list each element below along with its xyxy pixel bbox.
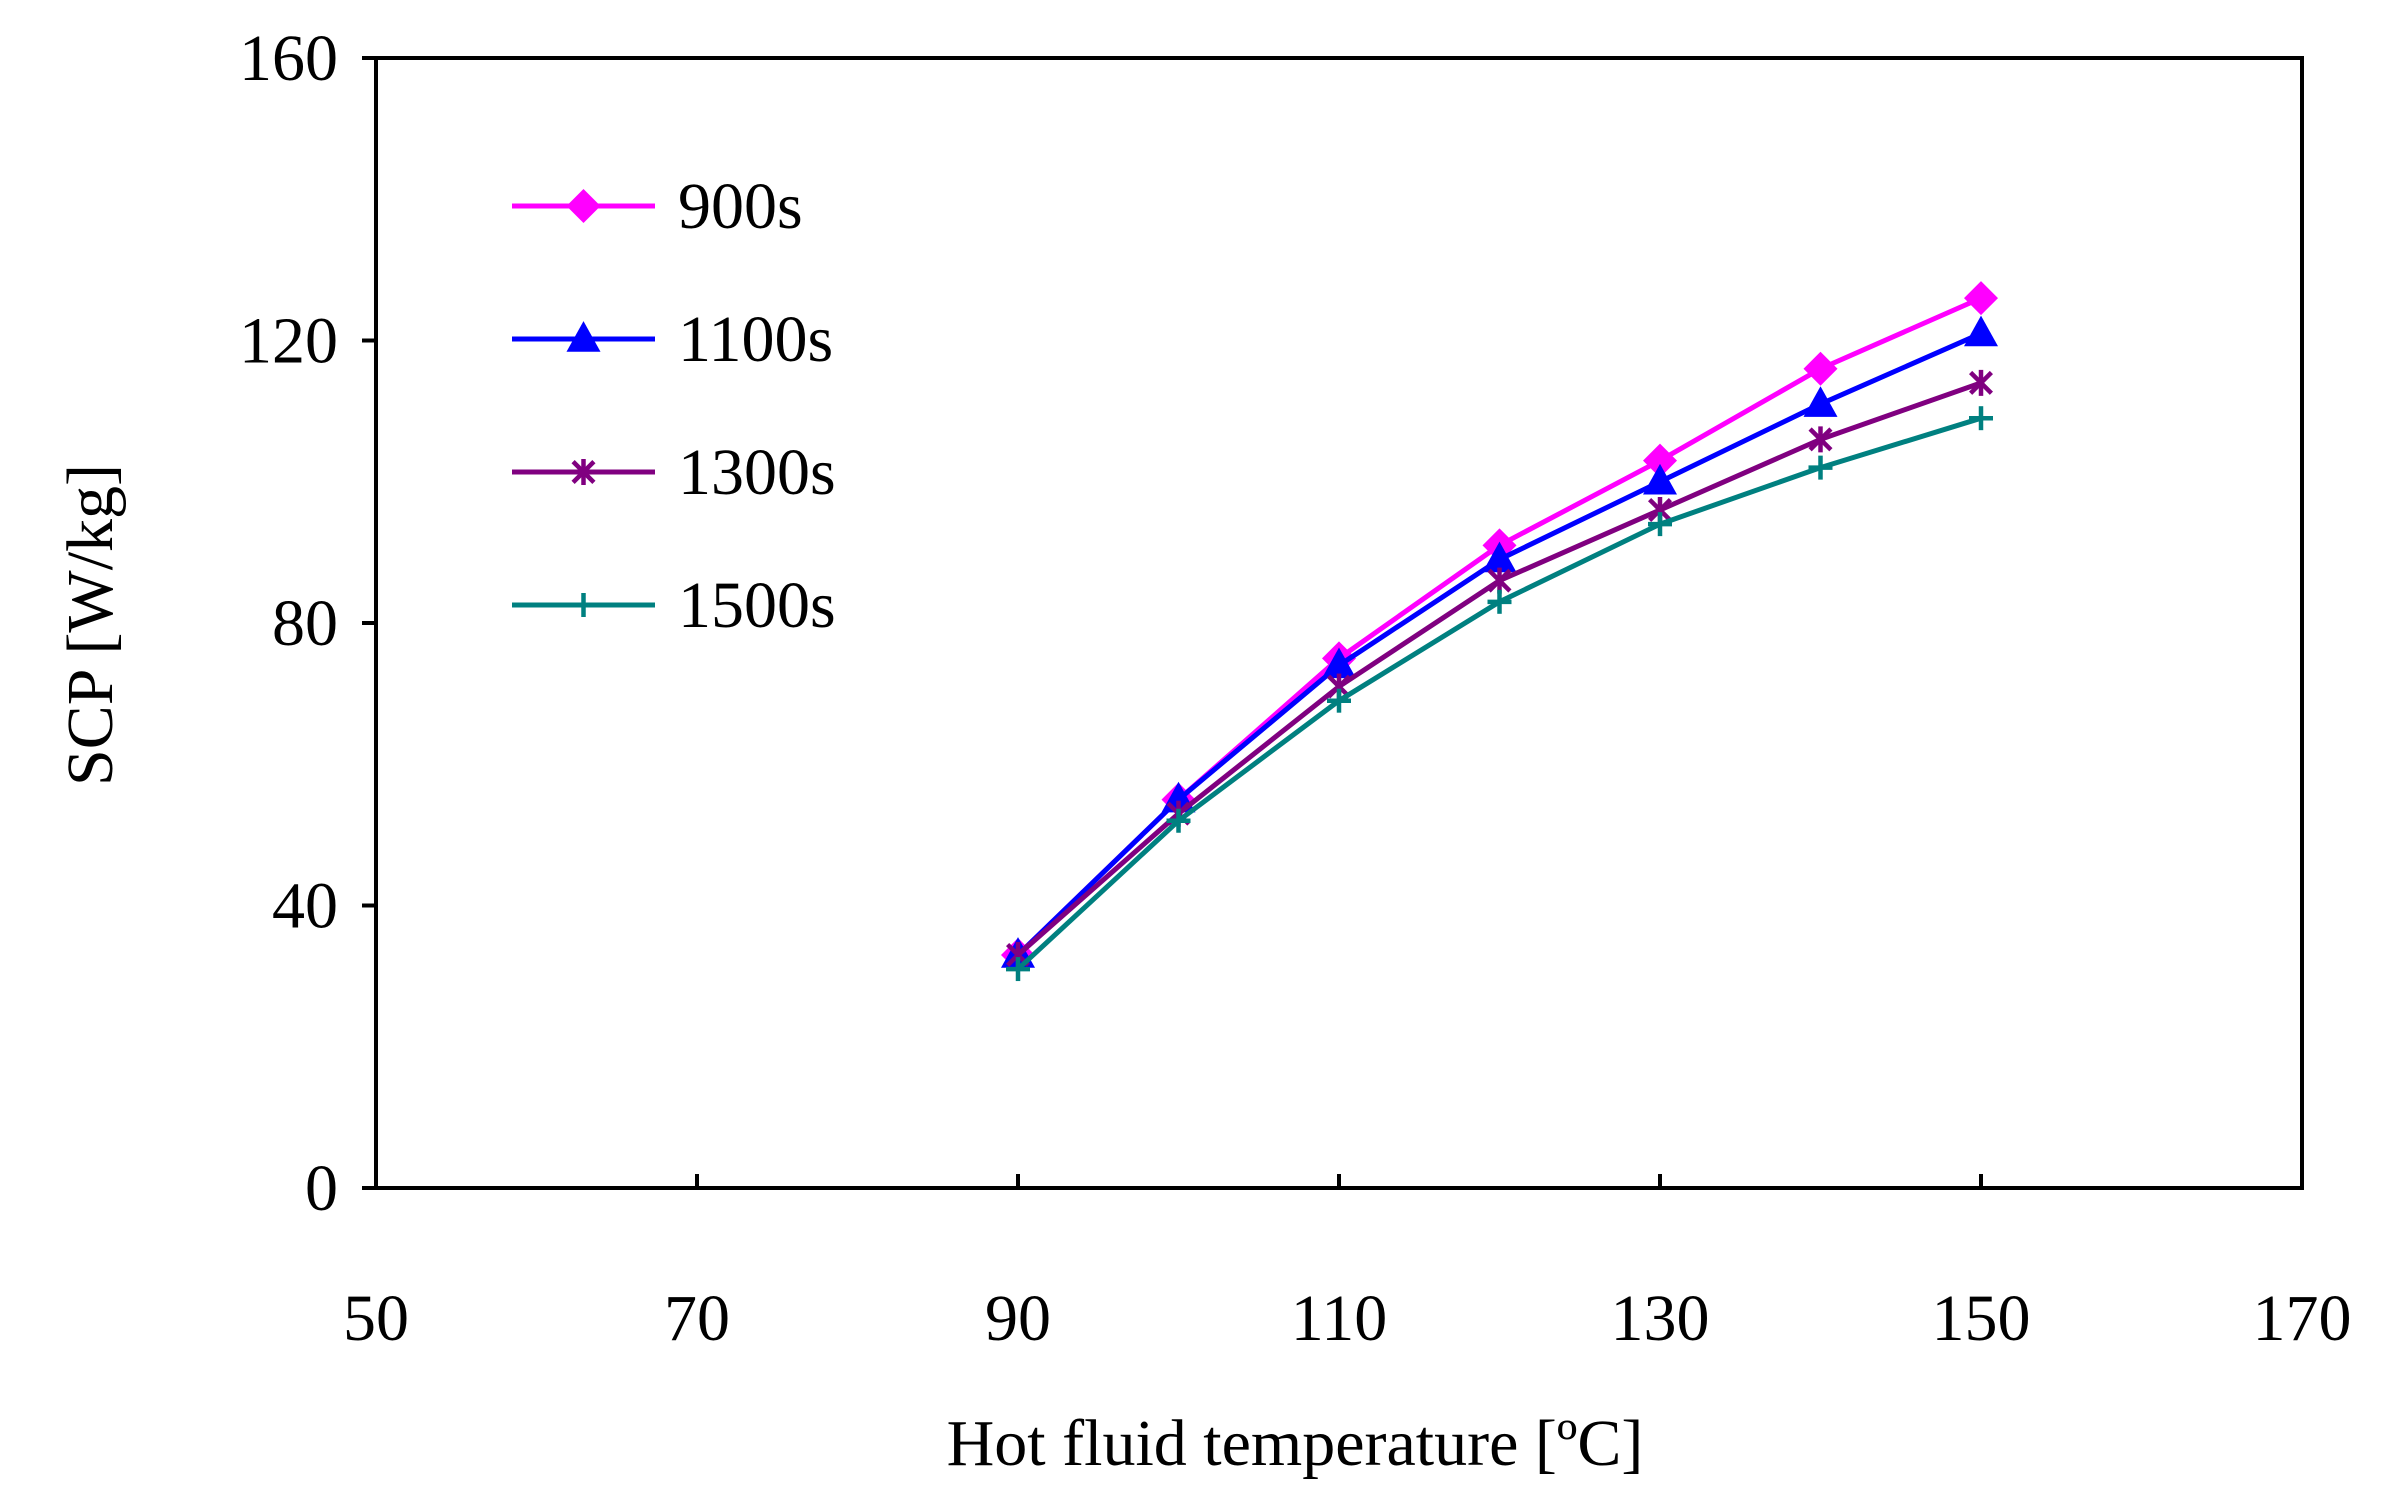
data-point	[1964, 315, 1998, 347]
legend-item: 1100s	[512, 303, 833, 376]
data-point	[1487, 589, 1512, 614]
legend-label: 1500s	[678, 569, 836, 642]
data-point	[1643, 463, 1677, 495]
x-tick-label: 150	[1932, 1282, 2031, 1355]
data-point	[1166, 808, 1191, 833]
data-point	[1808, 426, 1833, 453]
x-tick-label: 70	[664, 1282, 730, 1355]
y-tick-label: 40	[272, 870, 338, 943]
legend-item: 900s	[512, 170, 803, 243]
y-tick-label: 0	[305, 1152, 338, 1225]
x-tick-label: 110	[1291, 1282, 1388, 1355]
data-point	[1322, 647, 1356, 679]
x-axis-ticks: 50 70 90 110 130 150 170	[343, 1174, 2352, 1355]
data-point	[1327, 688, 1351, 713]
plot-area	[374, 56, 2304, 1190]
legend-item: 1500s	[512, 569, 836, 642]
data-point	[1482, 541, 1517, 573]
data-point	[1803, 386, 1838, 417]
y-tick-label: 120	[239, 305, 338, 378]
data-point	[571, 459, 596, 485]
data-point	[571, 593, 596, 617]
series-1100s	[1001, 315, 1998, 968]
y-tick-label: 160	[239, 22, 338, 95]
data-point	[1648, 512, 1672, 537]
series-layer	[1001, 281, 1998, 982]
legend-label: 1300s	[678, 436, 836, 509]
data-point	[1969, 369, 1993, 396]
x-tick-label: 50	[343, 1282, 409, 1355]
data-point	[1006, 957, 1030, 982]
y-tick-label: 80	[272, 587, 338, 660]
legend-label: 1100s	[678, 303, 833, 376]
legend: 900s 1100s 1300s 1500s	[512, 170, 836, 642]
x-axis-title: Hot fluid temperature [ºC]	[947, 1407, 1644, 1480]
data-point	[566, 189, 601, 223]
series-1500s	[1006, 406, 1993, 982]
data-point	[1808, 455, 1833, 480]
data-point	[1803, 351, 1838, 386]
y-axis-title: SCP [W/kg]	[54, 464, 127, 786]
data-point	[566, 321, 601, 352]
x-tick-label: 90	[985, 1282, 1051, 1355]
legend-label: 900s	[678, 170, 803, 243]
data-point	[1643, 443, 1677, 478]
data-point	[1487, 567, 1512, 594]
x-tick-label: 130	[1611, 1282, 1710, 1355]
y-axis-ticks: 0 40 80 120 160	[239, 22, 376, 1225]
x-tick-label: 170	[2253, 1282, 2352, 1355]
data-point	[1964, 281, 1998, 316]
data-point	[1969, 406, 1993, 431]
legend-item: 1300s	[512, 436, 836, 509]
